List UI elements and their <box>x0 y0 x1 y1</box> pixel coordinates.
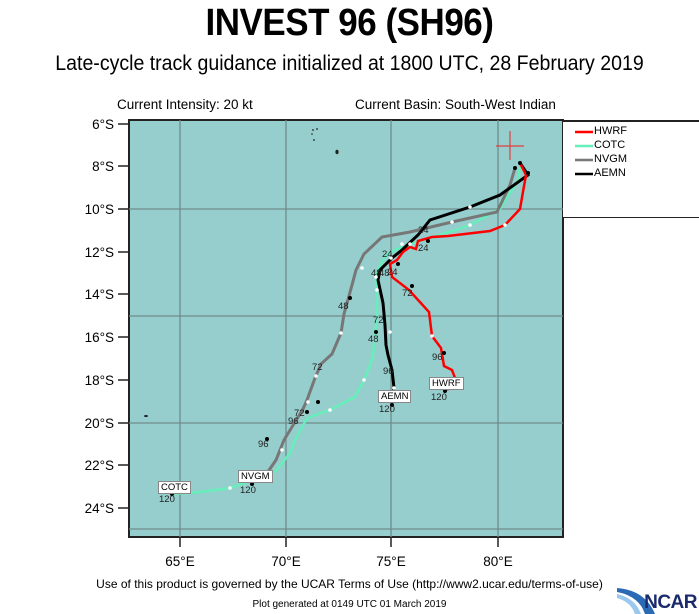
y-axis-labels: 6°S 8°S 10°S 12°S 14°S 16°S 18°S 20°S 22°S 24°… <box>85 117 114 516</box>
nvgm-track <box>250 167 517 485</box>
x-axis-labels: 65°E 70°E 75°E 80°E <box>165 554 512 569</box>
svg-text:70°E: 70°E <box>271 554 300 569</box>
svg-text:24: 24 <box>387 267 398 278</box>
track-24h-markers <box>170 161 530 496</box>
svg-text:16°S: 16°S <box>85 330 114 345</box>
svg-text:48: 48 <box>368 334 379 345</box>
svg-text:22°S: 22°S <box>85 458 114 473</box>
svg-text:72: 72 <box>294 408 305 419</box>
page-subtitle: Late-cycle track guidance initialized at… <box>55 52 644 75</box>
svg-text:8°S: 8°S <box>92 159 114 174</box>
nvgm-end-label: NVGM <box>238 470 273 483</box>
svg-text:96: 96 <box>288 416 299 427</box>
svg-text:24: 24 <box>382 249 393 260</box>
current-position-marker <box>496 131 524 160</box>
svg-text:96: 96 <box>432 352 443 363</box>
legend: HWRF COTC NVGM AEMN <box>563 120 699 218</box>
y-axis-ticks <box>118 123 129 509</box>
svg-text:80°E: 80°E <box>483 554 512 569</box>
svg-text:72: 72 <box>373 315 384 326</box>
map-area <box>128 119 564 538</box>
svg-text:48: 48 <box>338 301 349 312</box>
page-title: INVEST 96 (SH96) <box>205 2 494 44</box>
cotc-track <box>171 166 522 496</box>
legend-cotc: COTC <box>594 139 626 151</box>
cotc-end-label: COTC <box>158 481 191 494</box>
svg-text:75°E: 75°E <box>376 554 405 569</box>
svg-text:120: 120 <box>379 404 395 415</box>
x-axis-ticks <box>179 537 499 547</box>
svg-text:65°E: 65°E <box>165 554 194 569</box>
svg-text:48: 48 <box>379 268 390 279</box>
svg-text:96: 96 <box>383 366 394 377</box>
hwrf-track <box>388 162 528 391</box>
current-basin: Current Basin: South-West Indian <box>355 97 556 112</box>
svg-text:96: 96 <box>258 439 269 450</box>
ncar-logo: NCAR <box>615 586 699 614</box>
svg-text:72: 72 <box>312 362 323 373</box>
svg-text:24°S: 24°S <box>85 501 114 516</box>
svg-text:48: 48 <box>371 268 382 279</box>
svg-text:6°S: 6°S <box>92 117 114 132</box>
hwrf-end-label: HWRF <box>429 377 464 390</box>
aemn-track <box>376 162 531 398</box>
aemn-end-label: AEMN <box>378 390 412 403</box>
svg-text:24: 24 <box>418 225 429 236</box>
svg-text:120: 120 <box>431 392 447 403</box>
current-intensity: Current Intensity: 20 kt <box>117 97 253 112</box>
svg-text:20°S: 20°S <box>85 416 114 431</box>
plot-generated-text: Plot generated at 0149 UTC 01 March 2019 <box>252 599 447 610</box>
terms-of-use-text: Use of this product is governed by the U… <box>96 577 603 591</box>
islands <box>144 128 339 417</box>
svg-text:12°S: 12°S <box>85 245 114 260</box>
ncar-logo-text: NCAR <box>644 592 697 613</box>
legend-nvgm: NVGM <box>594 153 627 165</box>
svg-text:18°S: 18°S <box>85 373 114 388</box>
svg-text:10°S: 10°S <box>85 202 114 217</box>
svg-text:14°S: 14°S <box>85 287 114 302</box>
svg-text:120: 120 <box>240 485 256 496</box>
svg-text:120: 120 <box>159 494 175 505</box>
legend-aemn: AEMN <box>594 167 626 179</box>
svg-text:72: 72 <box>402 288 413 299</box>
legend-hwrf: HWRF <box>594 125 627 137</box>
svg-text:24: 24 <box>418 243 429 254</box>
grid-lines <box>129 120 563 537</box>
